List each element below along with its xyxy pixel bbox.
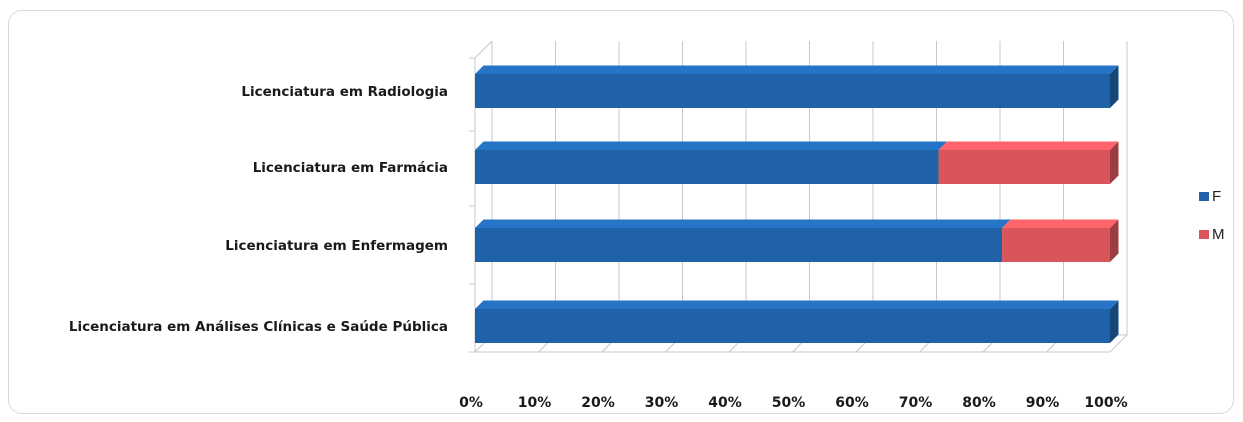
bar-segment-F	[475, 141, 948, 184]
bar-front	[938, 150, 1110, 184]
bar-side	[1110, 65, 1119, 108]
legend-label: F	[1212, 188, 1221, 205]
legend-swatch	[1199, 192, 1209, 201]
category-label: Licenciatura em Análises Clínicas e Saúd…	[69, 319, 448, 335]
category-label: Licenciatura em Farmácia	[253, 160, 448, 176]
legend-label: M	[1212, 226, 1225, 243]
bar-segment-M	[1002, 219, 1119, 262]
bar-top	[475, 65, 1119, 74]
x-tick-label: 0%	[459, 395, 483, 411]
bar-top	[475, 300, 1119, 309]
legend-item-F: F	[1199, 188, 1221, 205]
legend-swatch	[1199, 230, 1209, 239]
x-tick-label: 80%	[962, 395, 996, 411]
x-tick-label: 60%	[835, 395, 869, 411]
bar-top	[475, 219, 1011, 228]
x-tick-label: 90%	[1026, 395, 1060, 411]
legend-item-M: M	[1199, 226, 1225, 243]
category-label: Licenciatura em Enfermagem	[225, 238, 448, 254]
category-label: Licenciatura em Radiologia	[241, 84, 448, 100]
x-tick-label: 30%	[645, 395, 679, 411]
bar-top	[1002, 219, 1119, 228]
side-wall-top	[474, 40, 493, 59]
bar-front	[475, 228, 1003, 262]
floor-gridline	[1109, 334, 1128, 353]
bar-segment-F	[475, 219, 1011, 262]
bar-front	[475, 74, 1110, 108]
x-tick-label: 70%	[899, 395, 933, 411]
x-tick-label: 50%	[772, 395, 806, 411]
bar-front	[475, 150, 939, 184]
bar-top	[475, 141, 948, 150]
bar-side	[1110, 141, 1119, 184]
legend: FM	[1199, 188, 1225, 243]
bar-front	[1002, 228, 1110, 262]
x-tick-label: 40%	[708, 395, 742, 411]
bar-side	[1110, 300, 1119, 343]
bar-front	[475, 309, 1110, 343]
category-labels: Licenciatura em Radiologia Licenciatura e…	[69, 84, 448, 335]
bar-segment-M	[938, 141, 1119, 184]
bar-side	[1110, 219, 1119, 262]
bar-top	[938, 141, 1119, 150]
x-tick-label: 10%	[518, 395, 552, 411]
x-axis-tick-labels: 0% 10% 20% 30% 40% 50% 60% 70% 80% 90% 100%	[459, 395, 1128, 411]
bar-segment-F	[475, 65, 1119, 108]
bars-layer	[475, 65, 1119, 343]
x-tick-label: 100%	[1084, 395, 1127, 411]
x-tick-label: 20%	[581, 395, 615, 411]
bar-segment-F	[475, 300, 1119, 343]
